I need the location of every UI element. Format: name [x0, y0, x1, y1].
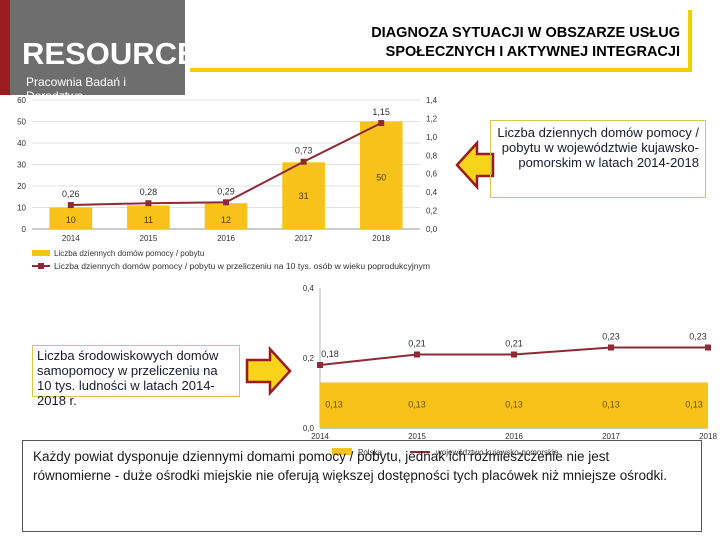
page-title-line1: DIAGNOZA SYTUACJI W OBSZARZE USŁUG: [371, 25, 680, 41]
x-tick-label: 2015: [140, 234, 158, 243]
left-axis-tick-label: 10: [17, 204, 26, 213]
x-tick-label: 2018: [699, 432, 717, 441]
y-tick-label: 0,4: [303, 284, 315, 293]
bar: [359, 121, 403, 229]
legend-label-line: Liczba dziennych domów pomocy / pobytu w…: [54, 262, 430, 271]
left-axis-tick-label: 40: [17, 139, 26, 148]
legend-swatch-polska: [332, 448, 352, 455]
left-axis-tick-label: 30: [17, 161, 26, 170]
logo-wordmark: RESOURCE: [22, 36, 198, 71]
line-value-label: 0,23: [689, 332, 707, 342]
left-axis-tick-label: 50: [17, 118, 26, 127]
line-point: [223, 199, 229, 206]
left-axis-tick-label: 60: [17, 96, 26, 105]
line-value-label: 1,15: [372, 107, 390, 117]
area-value-label: 0,13: [602, 400, 620, 410]
line-point: [705, 344, 711, 351]
x-tick-label: 2018: [372, 234, 390, 243]
bar: [49, 207, 93, 229]
area-value-label: 0,13: [505, 400, 523, 410]
bar: [204, 203, 248, 229]
summary-note: Każdy powiat dysponuje dziennymi domami …: [22, 440, 702, 532]
x-tick-label: 2017: [602, 432, 620, 441]
right-axis-tick-label: 1,4: [426, 96, 438, 105]
logo: RESOURCE Pracownia Badań i Doradztwa: [0, 0, 198, 103]
legend-swatch-marker: [38, 263, 44, 269]
line-value-label: 0,23: [602, 332, 620, 342]
x-tick-label: 2016: [217, 234, 235, 243]
left-axis-tick-label: 20: [17, 182, 26, 191]
x-tick-label: 2016: [505, 432, 523, 441]
legend-swatch-bars: [32, 250, 50, 256]
bar: [127, 205, 170, 229]
right-axis-tick-label: 0,0: [426, 225, 438, 234]
y-tick-label: 0,0: [303, 424, 315, 433]
y-tick-label: 0,2: [303, 354, 315, 363]
x-tick-label: 2014: [62, 234, 80, 243]
area-polska: [320, 382, 708, 428]
right-axis-tick-label: 1,0: [426, 133, 438, 142]
page-title: DIAGNOZA SYTUACJI W OBSZARZE USŁUG SPOŁE…: [250, 24, 680, 62]
bar-value-label: 10: [66, 215, 76, 225]
callout-day-care: Liczba dziennych domów pomocy / pobytu w…: [490, 120, 706, 198]
right-axis-tick-label: 1,2: [426, 114, 438, 123]
right-axis-tick-label: 0,8: [426, 151, 438, 160]
area-value-label: 0,13: [325, 400, 343, 410]
title-corner-bar: [688, 10, 692, 72]
bar-value-label: 11: [144, 215, 153, 225]
page-title-line2: SPOŁECZNYCH I AKTYWNEJ INTEGRACJI: [385, 44, 680, 60]
line-value-label: 0,26: [62, 189, 80, 199]
x-tick-label: 2015: [408, 432, 426, 441]
callout-self-help: Liczba środowiskowych domów samopomocy w…: [32, 345, 240, 408]
line-point: [378, 120, 385, 127]
title-underline: [190, 68, 690, 72]
line-value-label: 0,28: [140, 187, 158, 197]
line-point: [317, 362, 323, 368]
right-axis-tick-label: 0,6: [426, 170, 438, 179]
chart-self-help-homes: 0,0 0,2 0,4 0,13 0,13 0,13 0,13 0,13 0,18 0,21 0,2…: [303, 284, 718, 457]
legend-label-polska: Polska: [358, 448, 383, 457]
area-value-label: 0,13: [408, 400, 426, 410]
line-point: [67, 202, 74, 209]
x-tick-label: 2017: [295, 234, 313, 243]
line-value-label: 0,18: [321, 349, 339, 359]
bar: [282, 162, 325, 229]
line-point: [300, 158, 307, 165]
line-value-label: 0,21: [408, 339, 426, 349]
right-axis-tick-label: 0,4: [426, 188, 438, 197]
right-axis-tick-label: 0,2: [426, 207, 438, 216]
arrow-right-icon: [245, 346, 292, 396]
area-value-label: 0,13: [685, 400, 703, 410]
bar-value-label: 50: [376, 173, 386, 183]
line-value-label: 0,29: [217, 186, 235, 196]
line-point: [414, 351, 420, 358]
left-axis-tick-label: 0: [22, 225, 27, 234]
line-point: [511, 351, 517, 358]
logo-accent: [0, 0, 10, 95]
legend-label-region: województwo kujawsko-pomorskie: [435, 448, 559, 457]
chart-day-care-homes: 0 10 20 30 40 50 60 0,0 0,2 0,4 0,6 0,8 1,0 1,2 1,4 10 1…: [17, 96, 438, 271]
line-point: [608, 344, 614, 351]
line-value-label: 0,73: [295, 146, 313, 156]
arrow-left-icon: [455, 140, 495, 190]
bar-value-label: 12: [221, 215, 231, 225]
line-value-label: 0,21: [505, 339, 523, 349]
x-tick-label: 2014: [311, 432, 329, 441]
line-point: [145, 200, 152, 207]
legend-label-bars: Liczba dziennych domów pomocy / pobytu: [54, 249, 204, 258]
bar-value-label: 31: [299, 191, 309, 201]
